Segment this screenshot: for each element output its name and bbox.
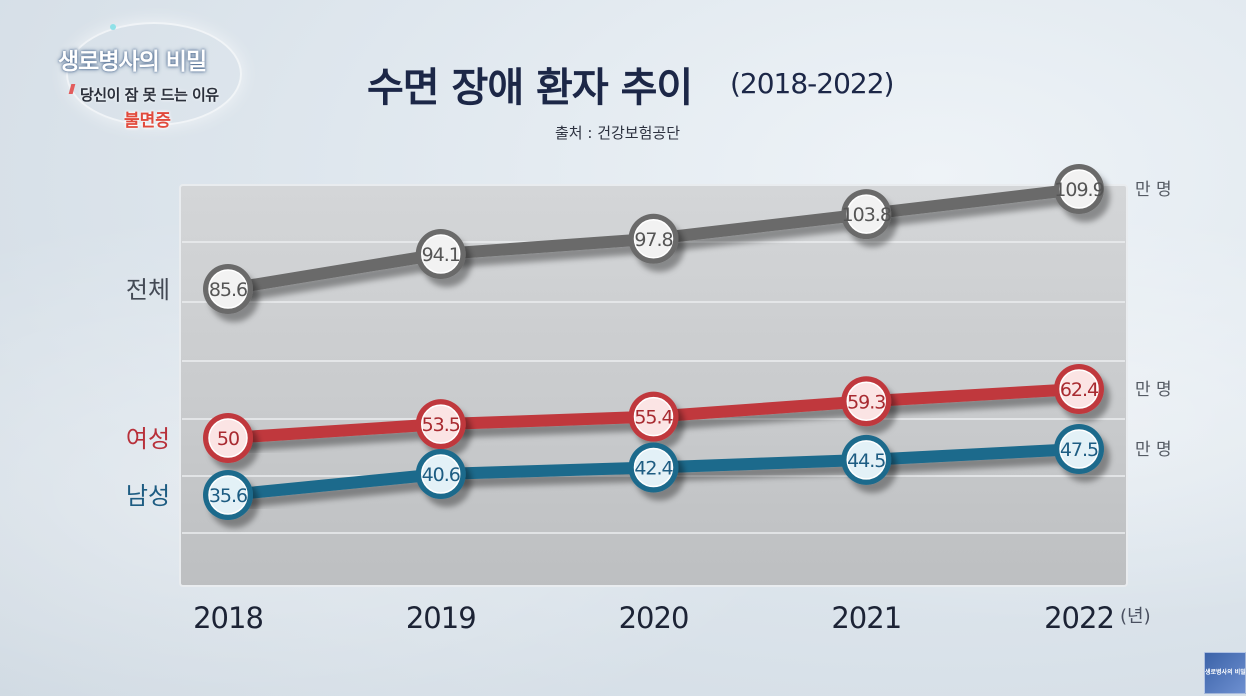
data-label-female: 53.5 [422, 414, 460, 436]
data-label-female: 50 [217, 428, 239, 450]
x-axis-unit: (년) [1120, 606, 1151, 627]
title-year-range: (2018-2022) [730, 67, 894, 100]
data-label-total: 103.8 [842, 204, 891, 226]
marker-total [628, 213, 679, 264]
marker-center [1059, 369, 1099, 409]
data-label-total: 85.6 [209, 279, 247, 301]
marker-male [841, 434, 892, 485]
marker-center [208, 475, 248, 515]
plot-area [179, 184, 1128, 587]
data-label-female: 55.4 [634, 407, 673, 429]
program-logo: 생로병사의 비밀 당신이 잠 못 드는 이유 불면증 [58, 22, 258, 132]
page-title: 수면 장애 환자 추이 [367, 65, 693, 111]
marker-center [208, 269, 248, 309]
x-tick-label: 2018 [193, 601, 263, 635]
marker-center [846, 440, 886, 480]
marker-female [203, 413, 253, 463]
channel-thumbnail[interactable]: 생로병사의 비밀 [1204, 652, 1246, 694]
program-subtitle: 당신이 잠 못 드는 이유 [80, 86, 219, 104]
data-label-total: 97.8 [634, 229, 672, 251]
data-label-female: 62.4 [1060, 379, 1099, 401]
x-tick-label: 2021 [831, 601, 901, 635]
marker-center [633, 447, 674, 488]
marker-total [203, 264, 253, 314]
program-title: 생로병사의 비밀 [58, 49, 207, 75]
series-label-male: 남성 [126, 482, 170, 510]
marker-center [208, 418, 248, 458]
data-label-female: 59.3 [847, 391, 885, 413]
unit-labels: 만 명만 명만 명 [1135, 180, 1172, 460]
data-label-male: 35.6 [209, 485, 247, 507]
marker-center [421, 234, 461, 274]
marker-female [841, 376, 892, 427]
data-label-total: 94.1 [422, 244, 460, 266]
marker-center [421, 454, 461, 494]
x-tick-label: 2022 [1044, 601, 1114, 635]
x-axis-labels: 2018 2019 2020 2021 2022 (년) [193, 601, 1151, 635]
x-tick-label: 2020 [619, 601, 689, 635]
marker-center [421, 404, 461, 444]
data-markers: 85.6 94.1 97.8 103.8 109.9 50 53.5 55.4 59.3 62.4… [203, 164, 1105, 520]
data-label-male: 40.6 [422, 464, 460, 486]
series-label-total: 전체 [126, 276, 170, 304]
source-note: 출처 : 건강보험공단 [555, 124, 680, 142]
unit-label-female: 만 명 [1135, 380, 1172, 400]
unit-label-male: 만 명 [1135, 440, 1172, 460]
marker-male [415, 449, 466, 499]
marker-center [633, 219, 674, 259]
marker-female [1054, 364, 1104, 414]
marker-male [628, 442, 679, 493]
data-label-male: 42.4 [634, 457, 673, 479]
marker-female [415, 399, 466, 450]
marker-total [415, 229, 466, 280]
marker-male [1054, 424, 1104, 474]
marker-total [1054, 164, 1104, 214]
program-topic: 불면증 [124, 111, 171, 131]
marker-total [841, 189, 892, 240]
data-label-male: 44.5 [847, 450, 885, 472]
unit-label-total: 만 명 [1135, 180, 1172, 200]
x-tick-label: 2019 [406, 601, 476, 635]
data-label-male: 47.5 [1060, 439, 1098, 461]
data-label-total: 109.9 [1054, 179, 1103, 201]
thumbnail-label: 생로병사의 비밀 [1205, 669, 1245, 676]
logo-sparkle-icon [110, 24, 116, 30]
marker-center [1059, 429, 1099, 469]
marker-center [1059, 169, 1099, 209]
marker-center [633, 396, 674, 437]
marker-male [203, 470, 253, 520]
series-label-female: 여성 [126, 425, 170, 453]
marker-center [846, 381, 886, 421]
logo-ring [66, 22, 242, 126]
marker-center [846, 194, 886, 234]
marker-female [628, 391, 679, 442]
